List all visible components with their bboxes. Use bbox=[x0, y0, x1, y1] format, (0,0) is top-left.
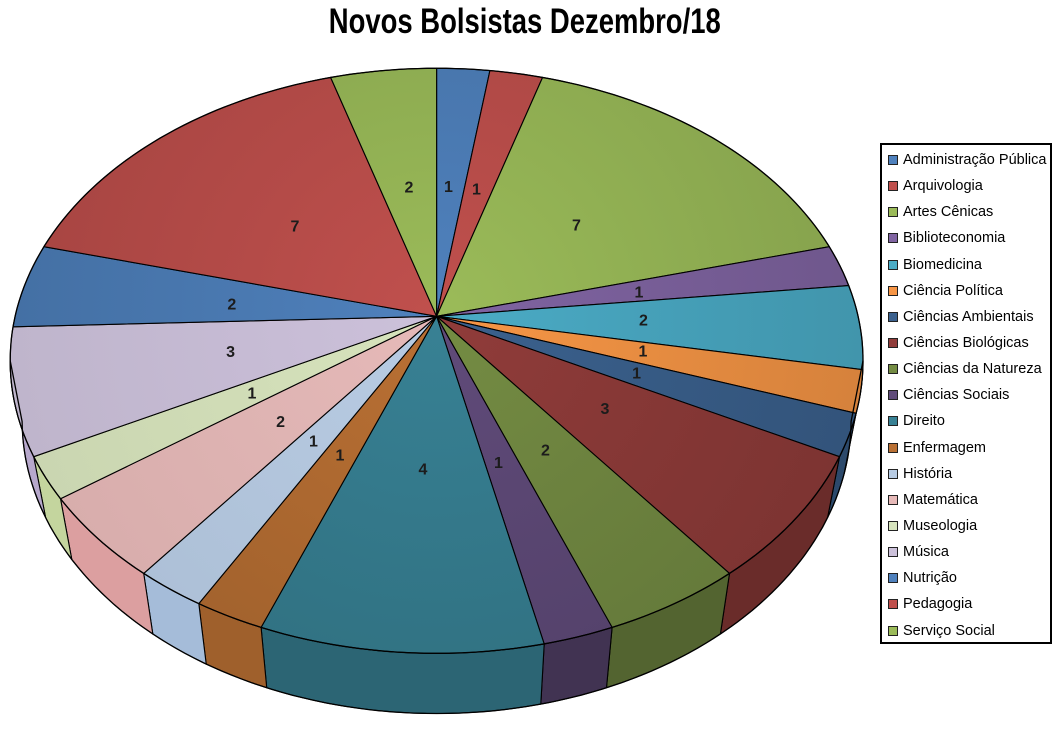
svg-text:1: 1 bbox=[494, 455, 503, 472]
svg-text:7: 7 bbox=[291, 219, 300, 236]
svg-text:3: 3 bbox=[601, 401, 610, 418]
svg-text:7: 7 bbox=[572, 218, 581, 235]
svg-text:1: 1 bbox=[336, 448, 345, 465]
svg-text:2: 2 bbox=[639, 313, 648, 330]
svg-text:3: 3 bbox=[226, 344, 235, 361]
svg-text:4: 4 bbox=[419, 462, 428, 479]
svg-text:1: 1 bbox=[639, 344, 648, 361]
svg-text:2: 2 bbox=[227, 297, 236, 314]
svg-text:2: 2 bbox=[404, 180, 413, 197]
svg-text:1: 1 bbox=[635, 285, 644, 302]
svg-text:1: 1 bbox=[444, 179, 453, 196]
svg-text:1: 1 bbox=[309, 434, 318, 451]
svg-text:1: 1 bbox=[472, 182, 481, 199]
svg-text:1: 1 bbox=[248, 386, 257, 403]
svg-text:1: 1 bbox=[632, 366, 641, 383]
svg-text:2: 2 bbox=[276, 414, 285, 431]
svg-text:2: 2 bbox=[541, 443, 550, 460]
